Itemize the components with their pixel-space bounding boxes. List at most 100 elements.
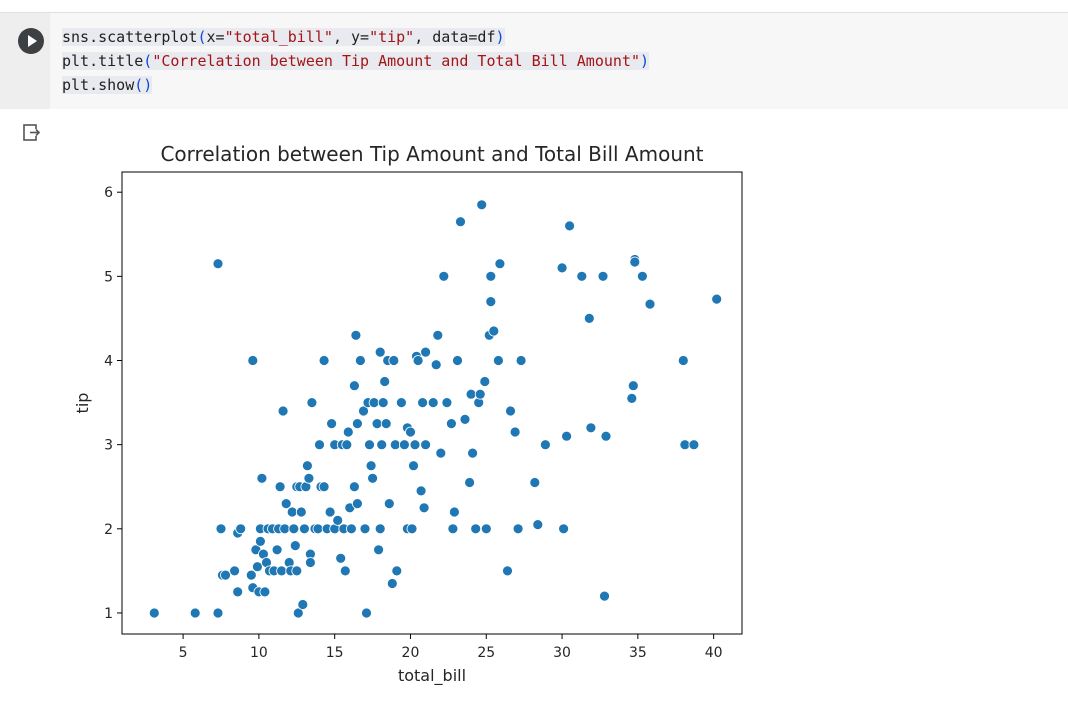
code-token: ( (197, 28, 207, 46)
data-point (515, 355, 527, 366)
data-point (348, 380, 360, 392)
data-point (395, 397, 407, 409)
data-point (298, 523, 310, 535)
code-lines[interactable]: sns.scatterplot(x="total_bill", y="tip",… (62, 25, 650, 97)
data-point (365, 460, 377, 472)
data-point (367, 472, 379, 484)
x-tick-label: 40 (705, 645, 723, 661)
notebook-cell: sns.scatterplot(x="total_bill", y="tip",… (0, 12, 1068, 701)
data-point (476, 199, 488, 211)
y-tick-label: 4 (104, 354, 113, 370)
x-tick-label: 10 (250, 645, 268, 661)
data-point (291, 565, 303, 577)
code-line-text: plt.title("Correlation between Tip Amoun… (62, 52, 650, 70)
data-point (485, 270, 497, 282)
code-line[interactable]: plt.title("Correlation between Tip Amoun… (62, 49, 650, 73)
data-point (679, 439, 691, 451)
data-point (276, 565, 288, 577)
code-token: "total_bill" (224, 28, 333, 46)
code-token: sns.scatterplot (62, 28, 198, 46)
data-point (342, 426, 354, 438)
code-line-text: plt.show() (62, 76, 153, 94)
x-tick-label: 15 (326, 645, 344, 661)
output-arrow-icon[interactable] (22, 123, 42, 143)
data-point (245, 569, 257, 581)
code-editor[interactable]: sns.scatterplot(x="total_bill", y="tip",… (0, 13, 1068, 110)
data-point (358, 405, 369, 417)
data-point (529, 477, 541, 488)
code-token: "Correlation between Tip Amount and Tota… (152, 52, 640, 70)
code-token: "tip" (369, 28, 415, 46)
data-point (371, 418, 383, 430)
data-point (386, 578, 398, 589)
data-point (364, 439, 375, 451)
data-point (339, 565, 351, 577)
x-tick-label: 25 (477, 645, 495, 661)
scatter-chart: Correlation between Tip Amount and Total… (73, 142, 743, 686)
data-point (374, 346, 386, 358)
data-point (599, 590, 610, 602)
data-point (430, 359, 442, 371)
data-point (502, 565, 513, 577)
x-tick-label: 35 (629, 645, 647, 661)
data-point (189, 607, 201, 619)
data-point (597, 270, 609, 282)
data-point (235, 523, 247, 535)
x-tick-label: 5 (179, 645, 188, 661)
data-point (420, 346, 432, 358)
code-token: ( (143, 52, 153, 70)
data-point (326, 418, 338, 430)
y-tick-label: 6 (104, 185, 113, 201)
data-point (335, 552, 347, 564)
data-point (637, 270, 648, 282)
y-tick-label: 1 (104, 606, 113, 622)
data-point (509, 426, 521, 438)
code-line[interactable]: plt.show() (62, 73, 649, 97)
data-point (441, 397, 453, 409)
data-point (391, 565, 403, 577)
x-axis-ticks: 5 10 15 20 25 30 35 40 (179, 634, 723, 661)
data-point (505, 405, 516, 417)
data-point (277, 405, 289, 417)
data-point (212, 607, 224, 619)
data-point (350, 329, 362, 341)
data-point (556, 262, 568, 274)
data-point (289, 540, 301, 552)
run-cell-button[interactable] (18, 28, 44, 54)
data-point (492, 355, 504, 366)
data-point (374, 523, 386, 535)
play-icon (28, 35, 37, 47)
data-point (254, 535, 266, 547)
data-point (470, 523, 482, 535)
y-axis-ticks: 1 2 3 4 5 6 (104, 185, 122, 622)
data-point (229, 565, 241, 577)
data-point (348, 481, 360, 493)
data-point (467, 447, 479, 459)
data-point (711, 293, 723, 305)
data-point (376, 439, 388, 451)
data-point (314, 439, 325, 451)
code-line[interactable]: sns.scatterplot(x="total_bill", y="tip",… (62, 25, 649, 49)
code-token: plt.show (62, 76, 135, 94)
data-point (212, 258, 224, 270)
data-point (292, 607, 304, 619)
data-point (626, 392, 638, 404)
data-point (408, 460, 419, 472)
data-point (561, 430, 573, 442)
data-point (351, 418, 363, 430)
data-point (380, 418, 392, 430)
data-point (303, 472, 315, 484)
data-point (306, 397, 318, 409)
data-point (318, 355, 330, 366)
data-point (304, 557, 316, 568)
y-tick-label: 3 (104, 438, 113, 454)
data-point (644, 298, 656, 310)
data-point (435, 447, 447, 459)
data-point (251, 561, 263, 573)
data-point (398, 439, 410, 451)
data-point (345, 523, 357, 535)
y-tick-label: 2 (104, 522, 113, 538)
data-point (232, 586, 244, 598)
data-point (247, 355, 259, 366)
data-point (351, 498, 363, 510)
